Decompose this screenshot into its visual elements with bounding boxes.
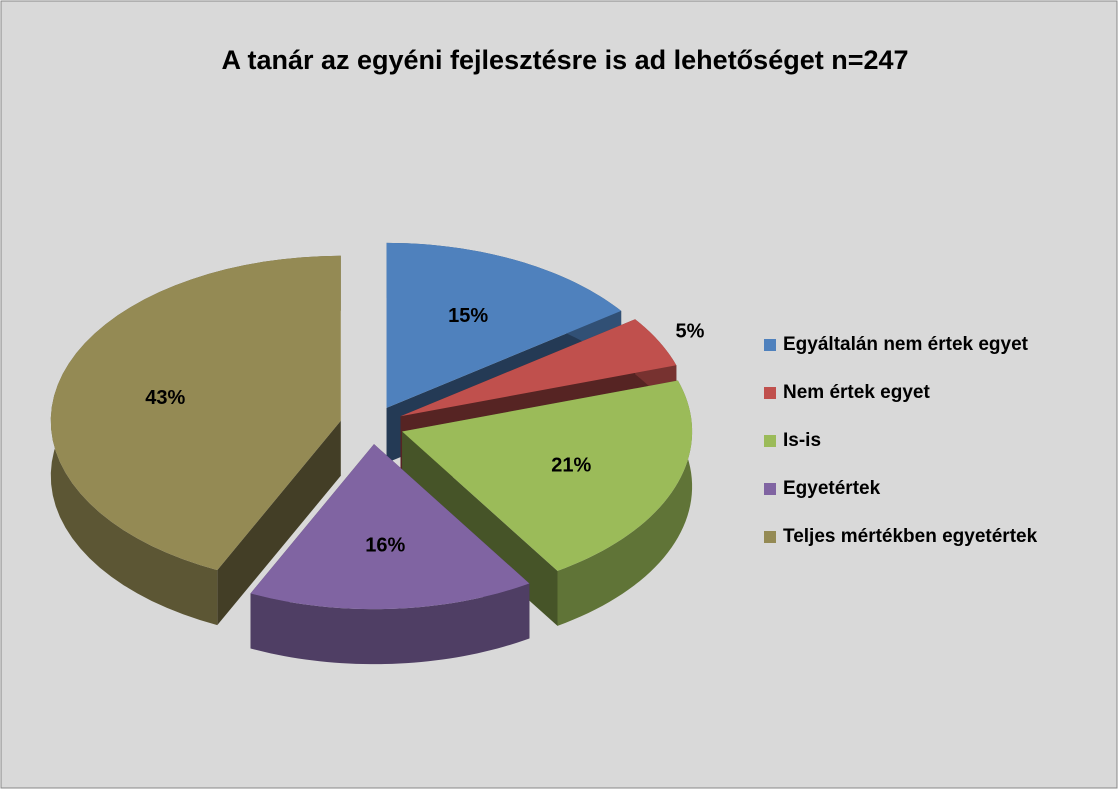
legend-label: Egyetértek [783, 478, 881, 499]
legend-swatch [764, 483, 776, 495]
slice [50, 255, 341, 571]
pie: 15% 5% 21% 16% 43% [50, 242, 705, 665]
data-label: 21% [551, 454, 591, 476]
legend-label: Teljes mértékben egyetértek [783, 526, 1038, 547]
slice [250, 444, 530, 610]
slice [250, 444, 530, 665]
slice-edge [250, 583, 530, 665]
legend-label: Egyáltalán nem értek egyet [783, 334, 1029, 355]
legend-swatch [764, 435, 776, 447]
legend-swatch [764, 531, 776, 543]
legend-swatch [764, 339, 776, 351]
slice [400, 319, 677, 417]
legend-swatch [764, 387, 776, 399]
chart-title: A tanár az egyéni fejlesztésre is ad leh… [221, 45, 908, 75]
data-label: 15% [448, 305, 488, 327]
legend-label: Nem értek egyet [783, 382, 930, 403]
slice [50, 255, 341, 626]
data-label: 43% [145, 387, 185, 409]
slice [402, 380, 693, 571]
legend: Egyáltalán nem értek egyet Nem értek egye… [764, 334, 1038, 547]
data-label: 16% [365, 535, 405, 557]
legend-label: Is-is [783, 430, 821, 451]
slice-edge [557, 380, 693, 626]
data-label: 5% [675, 321, 704, 343]
slice [386, 242, 622, 408]
slice-side [217, 420, 341, 626]
